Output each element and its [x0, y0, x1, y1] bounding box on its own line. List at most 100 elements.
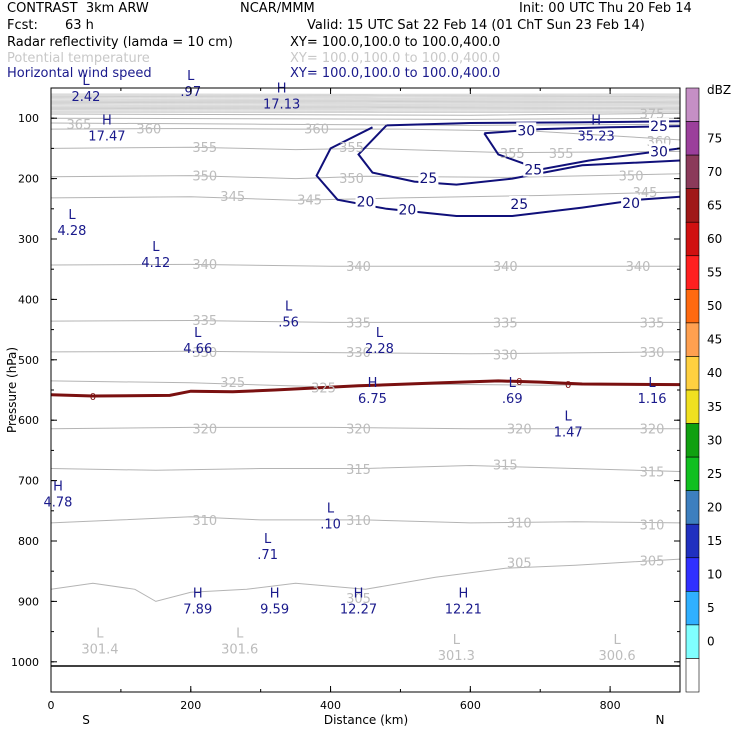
- wind-extreme-letter: H: [368, 376, 378, 391]
- wind-extreme-value: 4.78: [44, 495, 73, 510]
- wind-extreme-value: 2.42: [71, 90, 100, 105]
- wind-extreme-letter: H: [102, 113, 112, 128]
- colorbar-level-label: 5: [707, 601, 715, 615]
- y-axis-label: Pressure (hPa): [5, 347, 19, 433]
- theta-contour-label: 355: [339, 141, 364, 156]
- theta-contour-label: 340: [346, 260, 371, 275]
- colorbar-swatch: [685, 389, 700, 424]
- theta-contour-label: 325: [220, 376, 245, 391]
- wind-extreme-letter: L: [565, 409, 573, 424]
- theta-contour-label: 330: [346, 346, 371, 361]
- wind-contour-label: 20: [399, 202, 417, 218]
- colorbar-level-label: 55: [707, 266, 722, 280]
- colorbar-swatch: [685, 658, 700, 693]
- wind-contour-label-bg: [523, 161, 544, 177]
- theta-contour-label: 355: [192, 141, 217, 156]
- forecast-hour: 63 h: [65, 18, 94, 33]
- theta-contour-label: 350: [619, 170, 644, 185]
- theta-extreme-letter: L: [236, 627, 244, 642]
- theta-contour-label: 310: [507, 516, 532, 531]
- colorbar-swatch: [685, 289, 700, 324]
- colorbar-swatch: [685, 490, 700, 525]
- wind-extreme-value: 4.28: [57, 224, 86, 239]
- y-tick-label: 700: [18, 475, 39, 488]
- wind-contour-label-bg: [509, 195, 530, 211]
- colorbar-swatch: [685, 188, 700, 223]
- field-name-reflectivity: Radar reflectivity (lamda = 10 cm): [7, 35, 233, 50]
- wind-extreme-value: 12.21: [445, 602, 482, 617]
- colorbar-level-label: 40: [707, 366, 722, 380]
- theta-extreme-value: 301.4: [81, 643, 118, 658]
- wind-contour-label-bg: [397, 201, 418, 217]
- theta-contour-label: 340: [493, 260, 518, 275]
- wind-contour-label-bg: [649, 118, 670, 134]
- theta-contour-line: [50, 464, 681, 472]
- colorbar-swatch: [685, 624, 700, 659]
- wind-extreme-letter: H: [591, 113, 601, 128]
- forecast-label: Fcst:: [7, 18, 38, 33]
- wind-extreme-value: 2.28: [365, 342, 394, 357]
- theta-extreme-value: 301.6: [221, 643, 258, 658]
- x-tick-label: 600: [460, 699, 481, 712]
- colorbar-swatch: [685, 456, 700, 491]
- theta-contour-label: 330: [640, 346, 665, 361]
- wind-extreme-value: .56: [278, 315, 299, 330]
- colorbar-swatch: [685, 557, 700, 592]
- wind-contour-label-bg: [649, 143, 670, 159]
- wind-extreme-value: 9.59: [260, 602, 289, 617]
- theta-contour-line: [50, 191, 681, 201]
- wind-contour-label: 25: [419, 171, 437, 187]
- wind-extreme-letter: H: [270, 586, 280, 601]
- wind-contour-label-bg: [621, 194, 642, 210]
- init-time: Init: 00 UTC Thu 20 Feb 14: [519, 1, 692, 16]
- theta-contour-line: [50, 122, 681, 126]
- theta-contour-label: 330: [192, 346, 217, 361]
- reflectivity-contour-label: 0: [90, 392, 96, 403]
- theta-contour-label: 350: [339, 172, 364, 187]
- theta-contour-label: 320: [192, 423, 217, 438]
- theta-contour-line: [50, 127, 681, 141]
- reflectivity-contour-line: [50, 379, 681, 398]
- model-title: CONTRAST 3km ARW: [7, 1, 149, 16]
- wind-extreme-value: 1.16: [638, 392, 667, 407]
- wind-contour-label-bg: [516, 122, 537, 138]
- theta-contour-line: [50, 558, 681, 602]
- theta-contour-label: 320: [346, 423, 371, 438]
- colorbar-swatch: [685, 591, 700, 626]
- wind-contour-label-bg: [355, 193, 376, 209]
- theta-contour-label: 315: [346, 463, 371, 478]
- wind-extreme-letter: L: [648, 376, 656, 391]
- reflectivity-contour: 0 0 0: [50, 377, 681, 403]
- theta-contour-line: [50, 173, 681, 180]
- wind-extreme-letter: L: [68, 208, 76, 223]
- colorbar-level-label: 45: [707, 333, 722, 347]
- theta-contour-label: 305: [346, 592, 371, 607]
- colorbar-level-label: 70: [707, 165, 722, 179]
- reflectivity-contour-label: 0: [516, 377, 522, 388]
- theta-contour-label: 335: [346, 316, 371, 331]
- colorbar-swatch: [685, 255, 700, 290]
- reflectivity-contour-label: 0: [565, 380, 571, 391]
- y-tick-label: 500: [18, 354, 39, 367]
- theta-extreme-letter: L: [613, 633, 621, 648]
- theta-extreme-letter: L: [96, 627, 104, 642]
- theta-contour-label: 360: [304, 122, 329, 137]
- theta-contour-label: 320: [640, 423, 665, 438]
- colorbar-level-label: 75: [707, 131, 722, 145]
- theta-contour-line: [50, 516, 681, 524]
- y-tick-label: 600: [18, 414, 39, 427]
- theta-extreme-letter: L: [453, 633, 461, 648]
- wind-contour-line: [484, 125, 681, 135]
- field-name-theta: Potential temperature: [7, 51, 150, 66]
- wind-extreme-value: 1.47: [554, 425, 583, 440]
- theta-contour-label: 320: [507, 423, 532, 438]
- colorbar-swatch: [685, 87, 700, 122]
- theta-contour-label: 315: [493, 458, 518, 473]
- colorbar-level-label: 60: [707, 232, 722, 246]
- wind-contour-label: 25: [524, 163, 542, 179]
- colorbar-level-label: 15: [707, 534, 722, 548]
- theta-contour-line: [50, 112, 681, 116]
- wind-contour-label: 25: [510, 197, 528, 213]
- wind-contour-label: 30: [517, 123, 535, 139]
- wind-extreme-letter: L: [194, 326, 202, 341]
